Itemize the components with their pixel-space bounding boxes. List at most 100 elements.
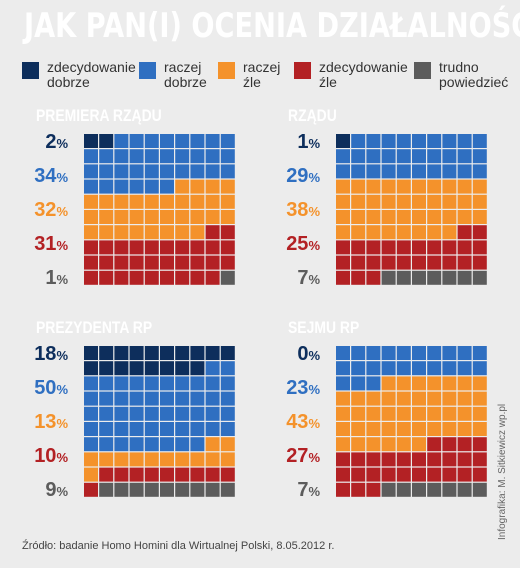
waffle-cell-rather-bad: [190, 452, 205, 467]
waffle-cell-decidedly-bad: [351, 452, 366, 467]
waffle-cell-decidedly-bad: [472, 437, 487, 452]
waffle-cell-decidedly-bad: [144, 270, 159, 285]
waffle-cell-rather-bad: [114, 210, 129, 224]
waffle-cell-rather-good: [381, 361, 396, 376]
waffle-cell-rather-bad: [205, 210, 220, 224]
waffle-cell-hard-to-say: [442, 482, 457, 497]
waffle-cell-rather-bad: [84, 225, 98, 240]
waffle-grid: [336, 134, 487, 285]
waffle-cell-rather-good: [442, 361, 457, 376]
waffle-cell-decidedly-bad: [472, 240, 487, 255]
legend-swatch: [22, 62, 39, 79]
waffle-cell-hard-to-say: [381, 270, 396, 285]
waffle-cell-rather-bad: [412, 225, 426, 240]
waffle-cell-rather-good: [205, 422, 220, 436]
waffle-cell-rather-bad: [144, 210, 159, 224]
waffle-cell-rather-bad: [381, 391, 396, 406]
legend-item-rather-good: raczej dobrze: [139, 60, 207, 90]
legend-label: zdecydowanie źle: [319, 59, 408, 90]
waffle-cell-rather-good: [160, 179, 174, 194]
waffle-cell-rather-bad: [336, 406, 350, 421]
waffle-cell-rather-good: [190, 437, 205, 452]
waffle-cell-rather-bad: [144, 194, 159, 209]
legend-label: trudno powiedzieć: [439, 59, 509, 90]
waffle-cell-rather-good: [205, 376, 220, 391]
waffle-cell-rather-good: [412, 361, 426, 376]
waffle-cell-rather-bad: [427, 422, 442, 436]
waffle-cell-rather-bad: [412, 406, 426, 421]
waffle-cell-rather-bad: [472, 406, 487, 421]
waffle-cell-decidedly-good: [175, 361, 190, 376]
waffle-cell-rather-bad: [351, 406, 366, 421]
waffle-cell-rather-bad: [381, 376, 396, 391]
waffle-cell-rather-good: [129, 422, 144, 436]
waffle-grid: [336, 346, 487, 497]
waffle-cell-decidedly-bad: [175, 467, 190, 482]
waffle-cell-rather-good: [144, 437, 159, 452]
waffle-cell-rather-good: [205, 406, 220, 421]
waffle-cell-rather-bad: [336, 391, 350, 406]
waffle-cell-rather-bad: [381, 194, 396, 209]
waffle-cell-rather-good: [160, 164, 174, 179]
waffle-cell-rather-bad: [160, 225, 174, 240]
waffle-cell-rather-bad: [129, 225, 144, 240]
waffle-cell-decidedly-bad: [396, 240, 411, 255]
waffle-cell-rather-good: [99, 179, 114, 194]
waffle-cell-rather-bad: [412, 194, 426, 209]
waffle-cell-rather-bad: [412, 210, 426, 224]
waffle-cell-decidedly-good: [190, 361, 205, 376]
waffle-cell-rather-good: [457, 134, 472, 148]
waffle-cell-rather-good: [99, 406, 114, 421]
waffle-cell-decidedly-bad: [190, 255, 205, 270]
waffle-cell-hard-to-say: [442, 270, 457, 285]
waffle-cell-decidedly-bad: [427, 467, 442, 482]
waffle-cell-rather-bad: [129, 210, 144, 224]
waffle-cell-rather-good: [144, 179, 159, 194]
waffle-cell-decidedly-bad: [220, 240, 235, 255]
waffle-cell-rather-bad: [457, 210, 472, 224]
waffle-cell-rather-good: [114, 422, 129, 436]
waffle-cell-decidedly-bad: [351, 270, 366, 285]
waffle-cell-decidedly-bad: [381, 240, 396, 255]
waffle-cell-decidedly-good: [99, 346, 114, 360]
waffle-cell-decidedly-good: [205, 346, 220, 360]
waffle-cell-decidedly-bad: [412, 240, 426, 255]
waffle-cell-rather-bad: [205, 437, 220, 452]
waffle-cell-rather-good: [220, 361, 235, 376]
waffle-cell-rather-good: [99, 391, 114, 406]
waffle-cell-rather-bad: [427, 194, 442, 209]
waffle-cell-decidedly-good: [129, 361, 144, 376]
source-note: Źródło: badanie Homo Homini dla Wirtualn…: [22, 540, 335, 552]
waffle-cell-rather-good: [175, 391, 190, 406]
waffle-cell-decidedly-bad: [160, 255, 174, 270]
percent-label-rather-good: 50%: [34, 377, 68, 399]
waffle-cell-rather-good: [351, 361, 366, 376]
waffle-cell-rather-good: [220, 422, 235, 436]
legend: zdecydowanie dobrze raczej dobrze raczej…: [0, 60, 520, 100]
legend-swatch: [294, 62, 311, 79]
waffle-cell-decidedly-bad: [205, 225, 220, 240]
waffle-cell-hard-to-say: [427, 482, 442, 497]
waffle-cell-hard-to-say: [396, 270, 411, 285]
waffle-cell-rather-bad: [84, 210, 98, 224]
waffle-cell-rather-good: [84, 422, 98, 436]
waffle-cell-rather-good: [351, 376, 366, 391]
waffle-cell-rather-good: [427, 164, 442, 179]
waffle-cell-rather-good: [220, 391, 235, 406]
waffle-cell-rather-good: [427, 149, 442, 164]
waffle-cell-rather-bad: [175, 452, 190, 467]
waffle-cell-rather-bad: [129, 194, 144, 209]
percent-label-decidedly-bad: 25%: [286, 233, 320, 255]
waffle-cell-rather-good: [396, 164, 411, 179]
waffle-cell-rather-bad: [336, 437, 350, 452]
waffle-cell-rather-bad: [396, 194, 411, 209]
legend-label: raczej dobrze: [164, 59, 207, 90]
waffle-cell-rather-good: [366, 149, 381, 164]
waffle-cell-rather-good: [412, 134, 426, 148]
waffle-cell-rather-good: [412, 164, 426, 179]
waffle-cell-decidedly-bad: [336, 482, 350, 497]
waffle-cell-rather-good: [472, 149, 487, 164]
waffle-cell-rather-good: [144, 406, 159, 421]
waffle-cell-decidedly-bad: [442, 437, 457, 452]
waffle-cell-rather-bad: [160, 210, 174, 224]
